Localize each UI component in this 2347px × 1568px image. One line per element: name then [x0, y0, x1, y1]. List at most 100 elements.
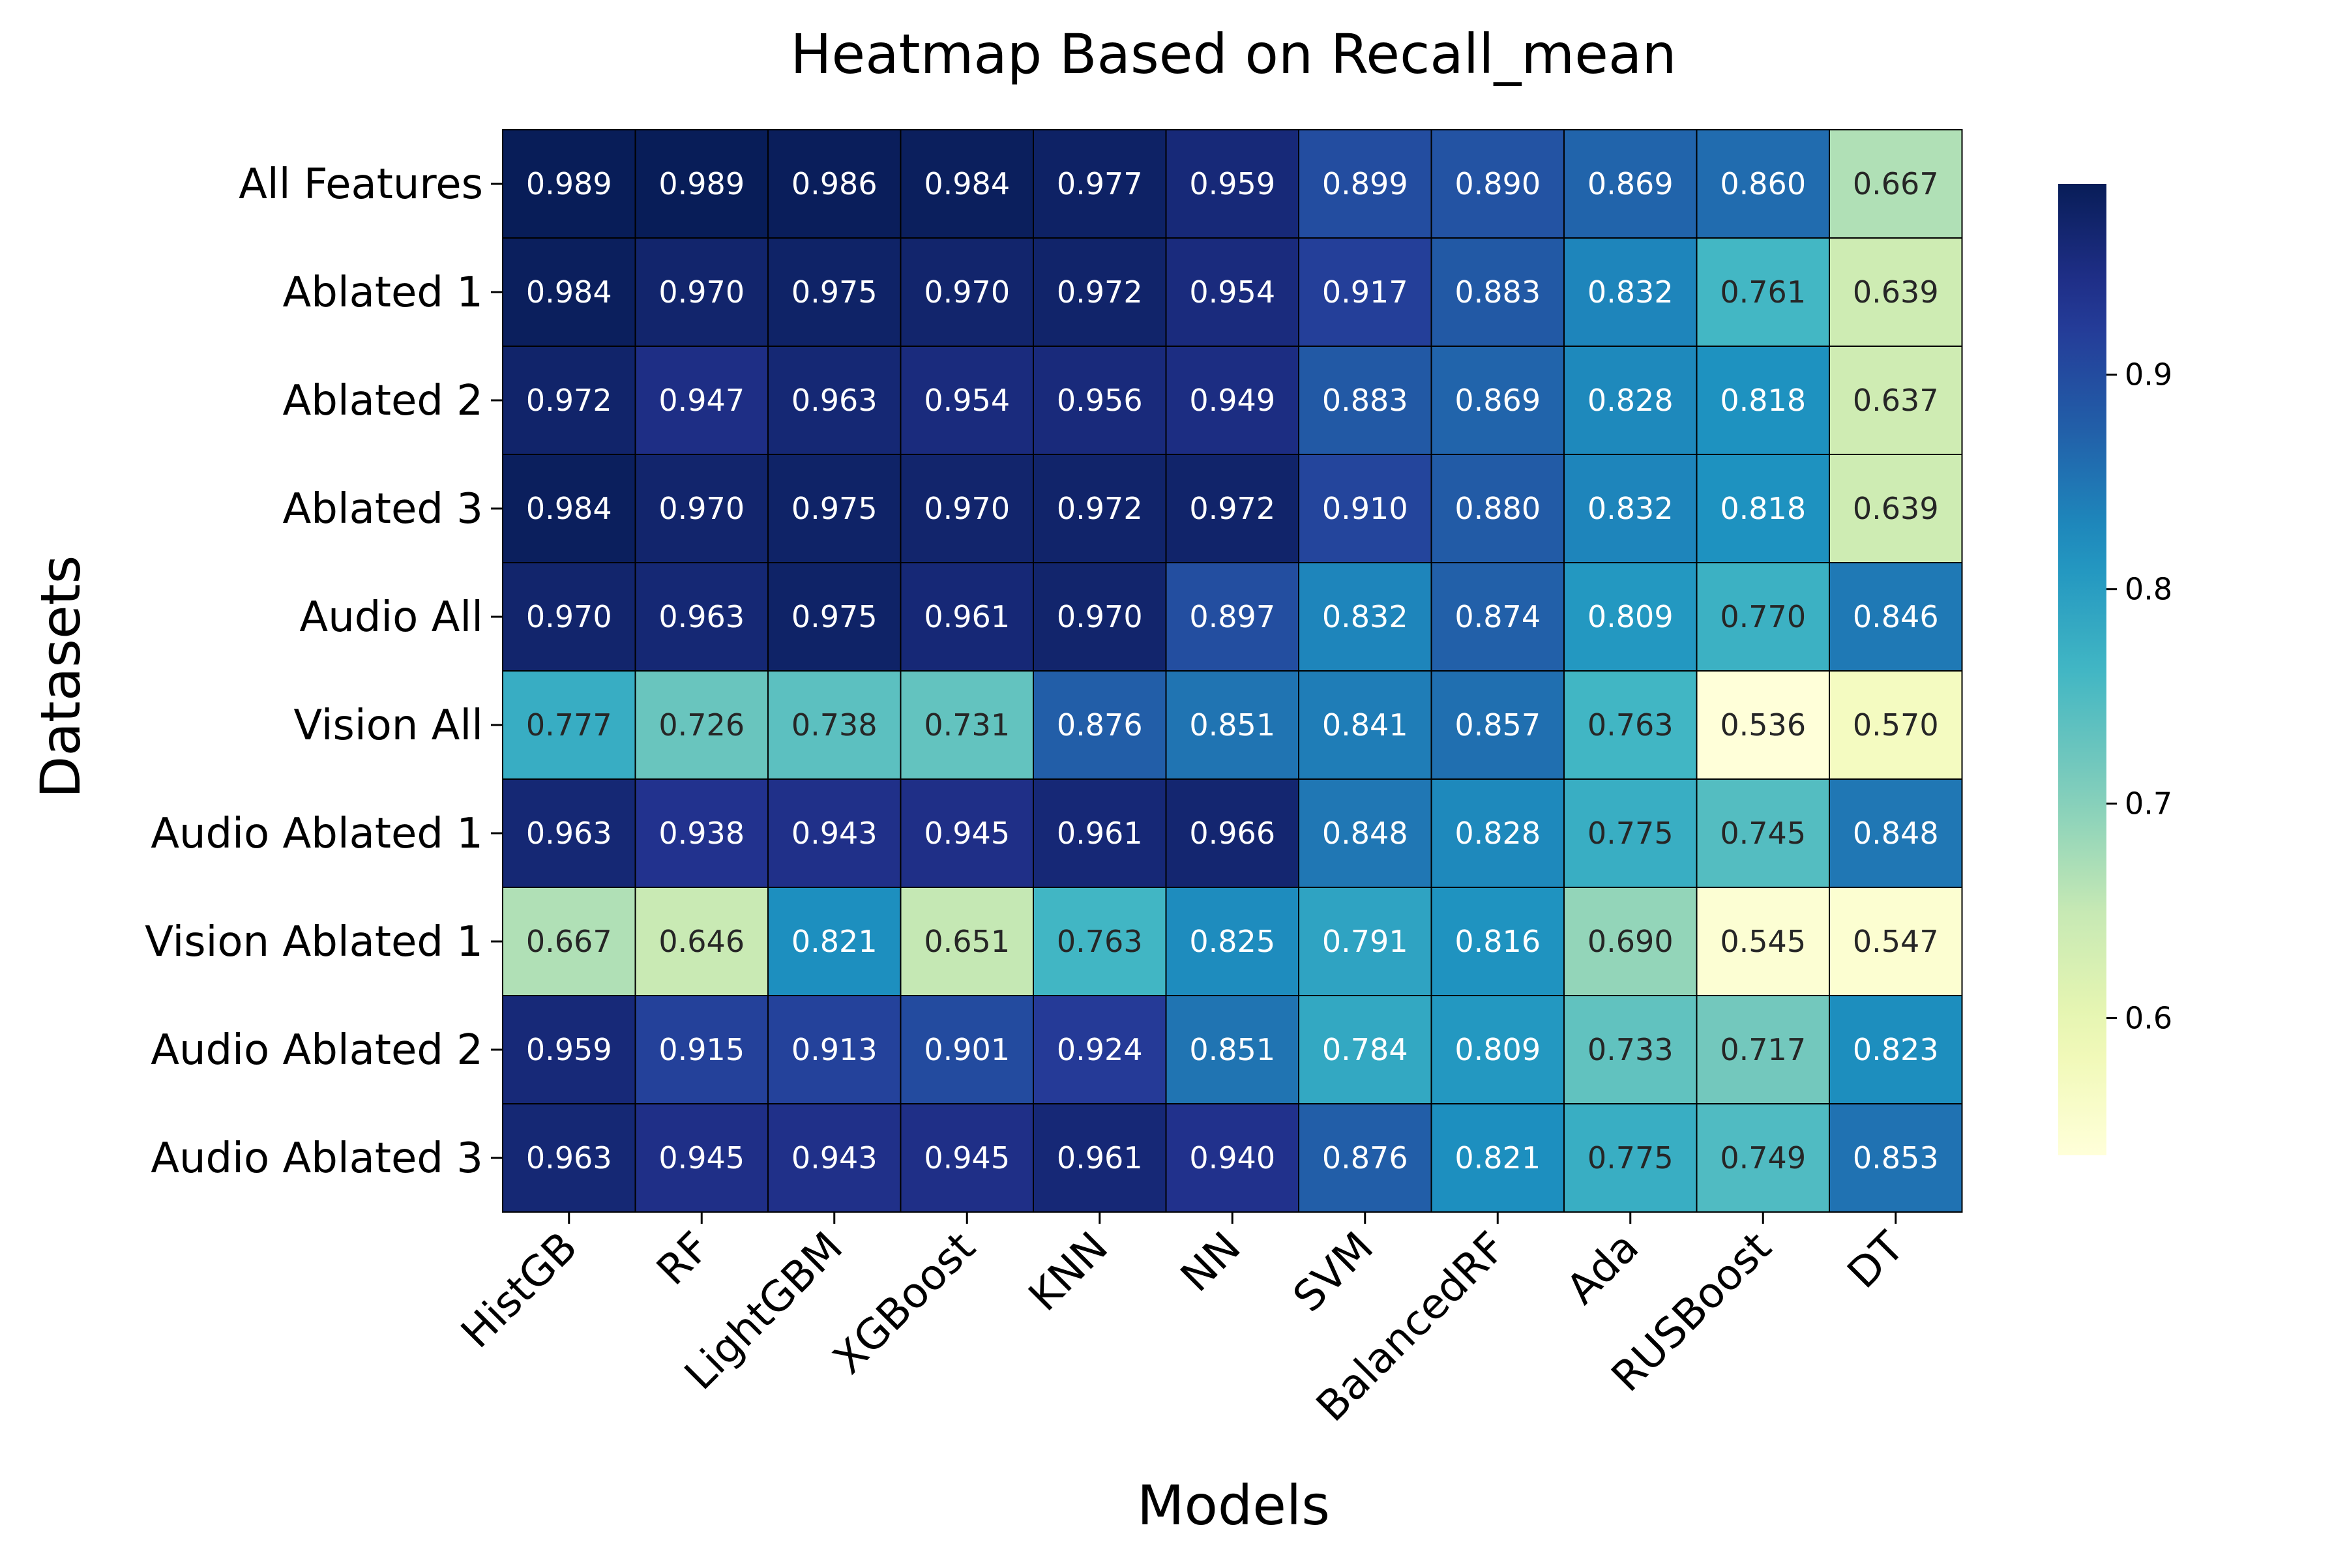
cell-value-label: 0.545	[1720, 924, 1806, 959]
heatmap-cell	[1696, 454, 1830, 563]
cell-value-label: 0.945	[924, 816, 1010, 851]
heatmap-cell	[1298, 887, 1432, 996]
cell-value-label: 0.970	[924, 274, 1010, 310]
cell-value-label: 0.943	[791, 1140, 878, 1176]
cell-value-label: 0.848	[1853, 816, 1939, 851]
heatmap-cell	[634, 887, 769, 996]
heatmap-cell	[1430, 995, 1565, 1104]
heatmap-cell	[900, 995, 1034, 1104]
colorbar-tick-label: 0.9	[2125, 357, 2172, 392]
cell-value-label: 0.857	[1454, 707, 1541, 743]
cell-value-label: 0.775	[1587, 816, 1674, 851]
heatmap-cell	[900, 129, 1034, 239]
cell-value-label: 0.547	[1853, 924, 1939, 959]
heatmap-cell	[1563, 887, 1698, 996]
heatmap-cell	[1298, 454, 1432, 563]
cell-value-label: 0.639	[1853, 274, 1939, 310]
heatmap-cell	[502, 1103, 636, 1213]
cell-value-label: 0.970	[526, 599, 612, 634]
x-tick-label: DT	[1838, 1222, 1913, 1297]
cell-value-label: 0.821	[1454, 1140, 1541, 1176]
heatmap-cell	[767, 454, 902, 563]
heatmap-cell	[1430, 778, 1565, 888]
cell-value-label: 0.775	[1587, 1140, 1674, 1176]
heatmap-cell	[502, 346, 636, 455]
cell-value-label: 0.639	[1853, 491, 1939, 526]
heatmap-cell	[900, 778, 1034, 888]
cell-value-label: 0.961	[1057, 1140, 1143, 1176]
cell-value-label: 0.970	[658, 491, 745, 526]
cell-value-label: 0.667	[526, 924, 612, 959]
cell-value-label: 0.846	[1853, 599, 1939, 634]
heatmap-cell	[1563, 995, 1698, 1104]
heatmap-cell	[767, 562, 902, 672]
heatmap-cell	[1033, 346, 1167, 455]
x-tick-label: SVM	[1284, 1223, 1383, 1322]
cell-value-label: 0.880	[1454, 491, 1541, 526]
heatmap-cell	[1696, 995, 1830, 1104]
cell-value-label: 0.733	[1587, 1032, 1674, 1067]
cell-value-label: 0.791	[1322, 924, 1408, 959]
cell-value-label: 0.949	[1189, 383, 1275, 418]
heatmap-cell	[1430, 887, 1565, 996]
cell-value-label: 0.970	[1057, 599, 1143, 634]
cell-value-label: 0.536	[1720, 707, 1806, 743]
cell-value-label: 0.816	[1454, 924, 1541, 959]
cell-value-label: 0.690	[1587, 924, 1674, 959]
heatmap-cell	[1298, 562, 1432, 672]
cell-value-label: 0.841	[1322, 707, 1408, 743]
heatmap-cell	[1696, 237, 1830, 347]
heatmap-cell	[1165, 670, 1299, 780]
heatmap-cell	[1829, 887, 1963, 996]
heatmap-cell	[1298, 1103, 1432, 1213]
cell-value-label: 0.809	[1454, 1032, 1541, 1067]
heatmap-cell	[634, 670, 769, 780]
colorbar: 0.6 0.7 0.8 0.9	[2058, 184, 2172, 1155]
heatmap-cell	[1298, 995, 1432, 1104]
cell-value-label: 0.917	[1322, 274, 1408, 310]
cell-value-label: 0.726	[658, 707, 745, 743]
cell-value-label: 0.959	[526, 1032, 612, 1067]
heatmap-cell	[1563, 670, 1698, 780]
cell-value-label: 0.970	[924, 491, 1010, 526]
heatmap-cell	[1430, 129, 1565, 239]
cell-value-label: 0.832	[1587, 274, 1674, 310]
heatmap-cell	[1165, 1103, 1299, 1213]
heatmap-cell	[1033, 887, 1167, 996]
cell-value-label: 0.966	[1189, 816, 1275, 851]
y-axis-label: Datasets	[29, 555, 93, 799]
y-tick-label: Ablated 3	[282, 485, 483, 533]
cell-value-label: 0.646	[658, 924, 745, 959]
heatmap-cell	[1696, 887, 1830, 996]
heatmap-cell	[1696, 562, 1830, 672]
heatmap-cell	[1165, 995, 1299, 1104]
cell-value-label: 0.883	[1454, 274, 1541, 310]
cell-value-label: 0.972	[526, 383, 612, 418]
cell-value-label: 0.977	[1057, 166, 1143, 201]
heatmap-cell	[900, 562, 1034, 672]
heatmap-cell	[502, 995, 636, 1104]
heatmap-cell	[1563, 1103, 1698, 1213]
y-tick-label: Audio Ablated 2	[151, 1026, 483, 1074]
cell-value-label: 0.984	[526, 274, 612, 310]
heatmap-cell	[900, 237, 1034, 347]
heatmap-cell	[1430, 1103, 1565, 1213]
cell-value-label: 0.954	[1189, 274, 1275, 310]
heatmap-cell	[1696, 129, 1830, 239]
heatmap-cell	[1165, 346, 1299, 455]
cell-value-label: 0.897	[1189, 599, 1275, 634]
heatmap-cell	[900, 670, 1034, 780]
cell-value-label: 0.961	[1057, 816, 1143, 851]
cell-value-label: 0.821	[791, 924, 878, 959]
heatmap-cell	[1033, 1103, 1167, 1213]
cell-value-label: 0.745	[1720, 816, 1806, 851]
y-tick-label: Audio Ablated 1	[151, 810, 483, 858]
heatmap-cell	[900, 887, 1034, 996]
heatmap-cell	[767, 129, 902, 239]
heatmap-cell	[1829, 237, 1963, 347]
heatmap-cell	[767, 346, 902, 455]
heatmap-cell	[634, 454, 769, 563]
y-tick-label: All Features	[239, 160, 483, 209]
heatmap-cell	[1165, 887, 1299, 996]
chart-title: Heatmap Based on Recall_mean	[790, 22, 1676, 86]
